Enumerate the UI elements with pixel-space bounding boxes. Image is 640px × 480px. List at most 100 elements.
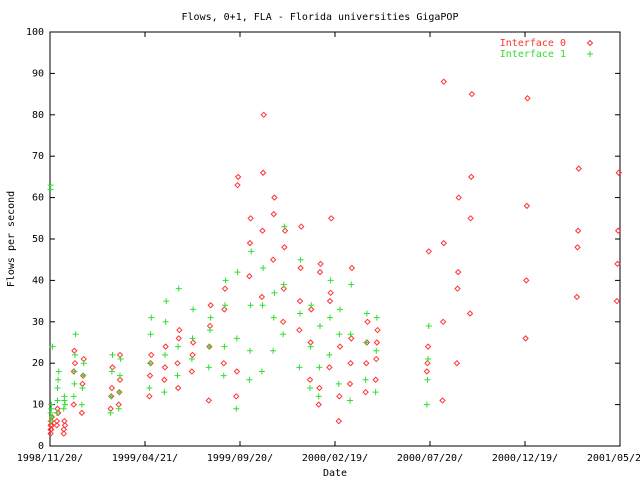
interface-0-point xyxy=(148,351,155,359)
interface-0-point xyxy=(524,95,531,102)
interface-1-point xyxy=(233,335,240,342)
interface-1-point xyxy=(54,397,61,404)
interface-0-point xyxy=(439,397,446,404)
interface-1-point xyxy=(337,306,343,313)
interface-0-point xyxy=(296,326,303,334)
interface-0-point xyxy=(221,285,229,292)
interface-0-point xyxy=(336,393,343,400)
interface-0-point xyxy=(306,376,314,383)
interface-0-point xyxy=(326,297,334,305)
interface-1-point xyxy=(48,405,55,412)
interface-1-point xyxy=(79,385,86,392)
interface-0-point xyxy=(71,347,78,354)
interface-0-point xyxy=(189,339,197,346)
interface-1-point xyxy=(425,356,432,363)
interface-0-point xyxy=(575,165,582,172)
interface-1-point xyxy=(424,376,431,383)
interface-1-point xyxy=(147,331,154,338)
interface-1-point xyxy=(108,368,115,375)
y-tick-label: 100 xyxy=(26,27,44,38)
interface-0-point xyxy=(335,417,342,425)
interface-0-point xyxy=(523,277,530,284)
interface-0-point xyxy=(271,194,278,201)
interface-1-point xyxy=(222,277,229,284)
interface-0-point xyxy=(53,417,61,425)
interface-1-point xyxy=(80,360,87,367)
interface-1-point xyxy=(233,405,240,412)
x-axis: 1998/11/20/1999/04/21/1999/09/20/2000/02… xyxy=(17,32,640,464)
x-tick-label: 2000/12/19/ xyxy=(492,453,558,464)
legend-marker xyxy=(586,39,594,47)
interface-0-point xyxy=(327,289,334,297)
interface-0-point xyxy=(348,335,355,342)
interface-1-point xyxy=(47,418,54,425)
interface-1-point xyxy=(307,343,314,350)
interface-0-point xyxy=(246,273,253,280)
interface-1-point xyxy=(348,281,355,288)
interface-0-point xyxy=(308,306,315,313)
interface-0-point xyxy=(221,306,228,313)
interface-0-point xyxy=(109,364,116,371)
interface-0-point xyxy=(326,364,333,371)
interface-1-point xyxy=(47,409,54,416)
y-axis-label: Flows per second xyxy=(6,191,17,287)
chart-title: Flows, 0+1, FLA - Florida universities G… xyxy=(182,12,459,23)
interface-0-point xyxy=(207,302,214,309)
y-tick-label: 50 xyxy=(32,234,44,245)
interface-1-point xyxy=(207,314,214,321)
interface-1-point xyxy=(296,364,303,371)
legend-marker xyxy=(587,51,593,57)
interface-0-point xyxy=(269,256,277,263)
interface-0-point xyxy=(364,318,371,326)
interface-1-point xyxy=(363,310,370,317)
interface-1-point xyxy=(62,401,68,408)
x-tick-label: 1999/09/20/ xyxy=(207,453,273,464)
y-tick-label: 20 xyxy=(32,358,44,369)
interface-0-point xyxy=(615,169,622,176)
interface-0-point xyxy=(425,248,432,255)
interface-1-point xyxy=(317,322,323,329)
interface-0-point xyxy=(234,173,242,181)
legend-label: Interface 0 xyxy=(500,38,566,49)
interface-1-point xyxy=(146,385,153,392)
interface-0-point xyxy=(363,339,371,346)
interface-0-point xyxy=(279,318,287,326)
interface-0-point xyxy=(454,285,461,292)
interface-1-point xyxy=(205,364,212,371)
interface-0-point xyxy=(467,215,474,222)
interface-1-point xyxy=(188,356,195,363)
interface-0-point xyxy=(176,326,183,334)
interface-1-point xyxy=(147,360,153,367)
interface-0-point xyxy=(466,310,474,317)
interface-0-point xyxy=(60,426,67,433)
interface-0-point xyxy=(70,401,77,408)
interface-1-point xyxy=(297,256,304,263)
interface-1-point xyxy=(327,314,333,321)
interface-0-point xyxy=(316,268,324,276)
interface-1-point xyxy=(362,376,369,383)
interface-1-point xyxy=(72,351,78,358)
interface-1-point xyxy=(271,289,278,296)
interface-1-point xyxy=(190,306,197,313)
interface-0-point xyxy=(347,359,354,367)
interface-1-point xyxy=(336,331,343,338)
interface-1-point xyxy=(207,327,213,334)
interface-0-point xyxy=(146,372,154,379)
interface-0-point xyxy=(280,285,287,292)
interface-0-point xyxy=(574,244,581,251)
interface-1-point xyxy=(47,182,54,189)
interface-0-point xyxy=(328,215,335,222)
interface-0-point xyxy=(439,318,447,326)
interface-0-point xyxy=(373,339,381,346)
interface-1-point xyxy=(423,401,430,408)
interface-0-point xyxy=(346,380,354,388)
interface-1-point xyxy=(373,314,380,321)
interface-0-point xyxy=(523,202,531,210)
interface-0-point xyxy=(116,376,124,383)
interface-0-point xyxy=(281,227,289,234)
interface-0-point xyxy=(47,430,54,437)
interface-0-point xyxy=(108,384,116,392)
interface-0-point xyxy=(363,359,370,367)
interface-0-point xyxy=(246,239,254,247)
